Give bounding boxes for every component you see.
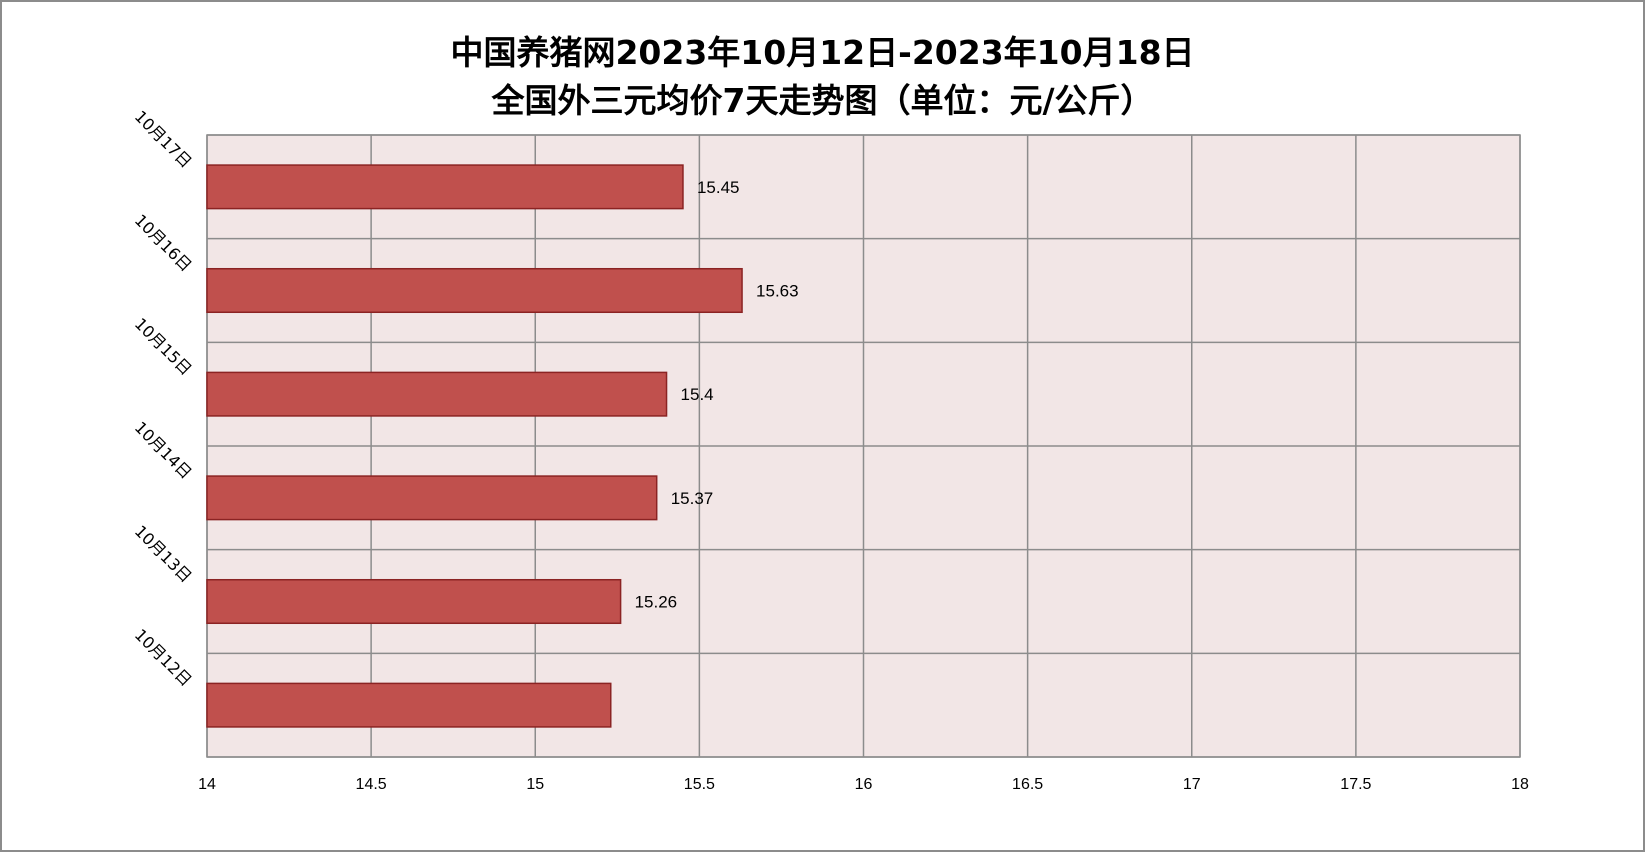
data-label: 15.26 xyxy=(635,593,678,612)
x-tick-label: 14.5 xyxy=(356,776,387,793)
data-label: 15.63 xyxy=(756,282,799,301)
x-tick-label: 15.5 xyxy=(684,776,715,793)
x-tick-label: 17 xyxy=(1183,776,1201,793)
y-category-label: 10月14日 xyxy=(131,418,196,483)
bar xyxy=(206,371,668,417)
y-category-label: 10月12日 xyxy=(131,625,196,690)
y-category-label: 10月17日 xyxy=(131,107,196,172)
bar xyxy=(206,475,658,521)
y-category-label: 10月16日 xyxy=(131,210,196,275)
bar xyxy=(206,267,743,314)
data-label: 15.4 xyxy=(681,385,714,404)
bar xyxy=(206,578,622,625)
x-tick-label: 14 xyxy=(198,776,216,793)
bar xyxy=(206,682,612,728)
x-tick-label: 17.5 xyxy=(1340,776,1371,793)
y-category-label: 10月13日 xyxy=(131,521,196,586)
x-tick-label: 18 xyxy=(1511,776,1529,793)
x-tick-label: 16.5 xyxy=(1012,776,1043,793)
y-category-label: 10月15日 xyxy=(131,314,196,379)
chart-title-line-2: 全国外三元均价7天走势图（单位：元/公斤） xyxy=(491,81,1154,120)
bar xyxy=(206,164,684,210)
data-label: 15.37 xyxy=(671,489,714,508)
x-tick-label: 15 xyxy=(526,776,544,793)
chart-title-line-1: 中国养猪网2023年10月12日-2023年10月18日 xyxy=(450,33,1195,72)
data-label: 15.45 xyxy=(697,178,740,197)
plot-border xyxy=(206,134,1521,758)
x-tick-label: 16 xyxy=(855,776,873,793)
